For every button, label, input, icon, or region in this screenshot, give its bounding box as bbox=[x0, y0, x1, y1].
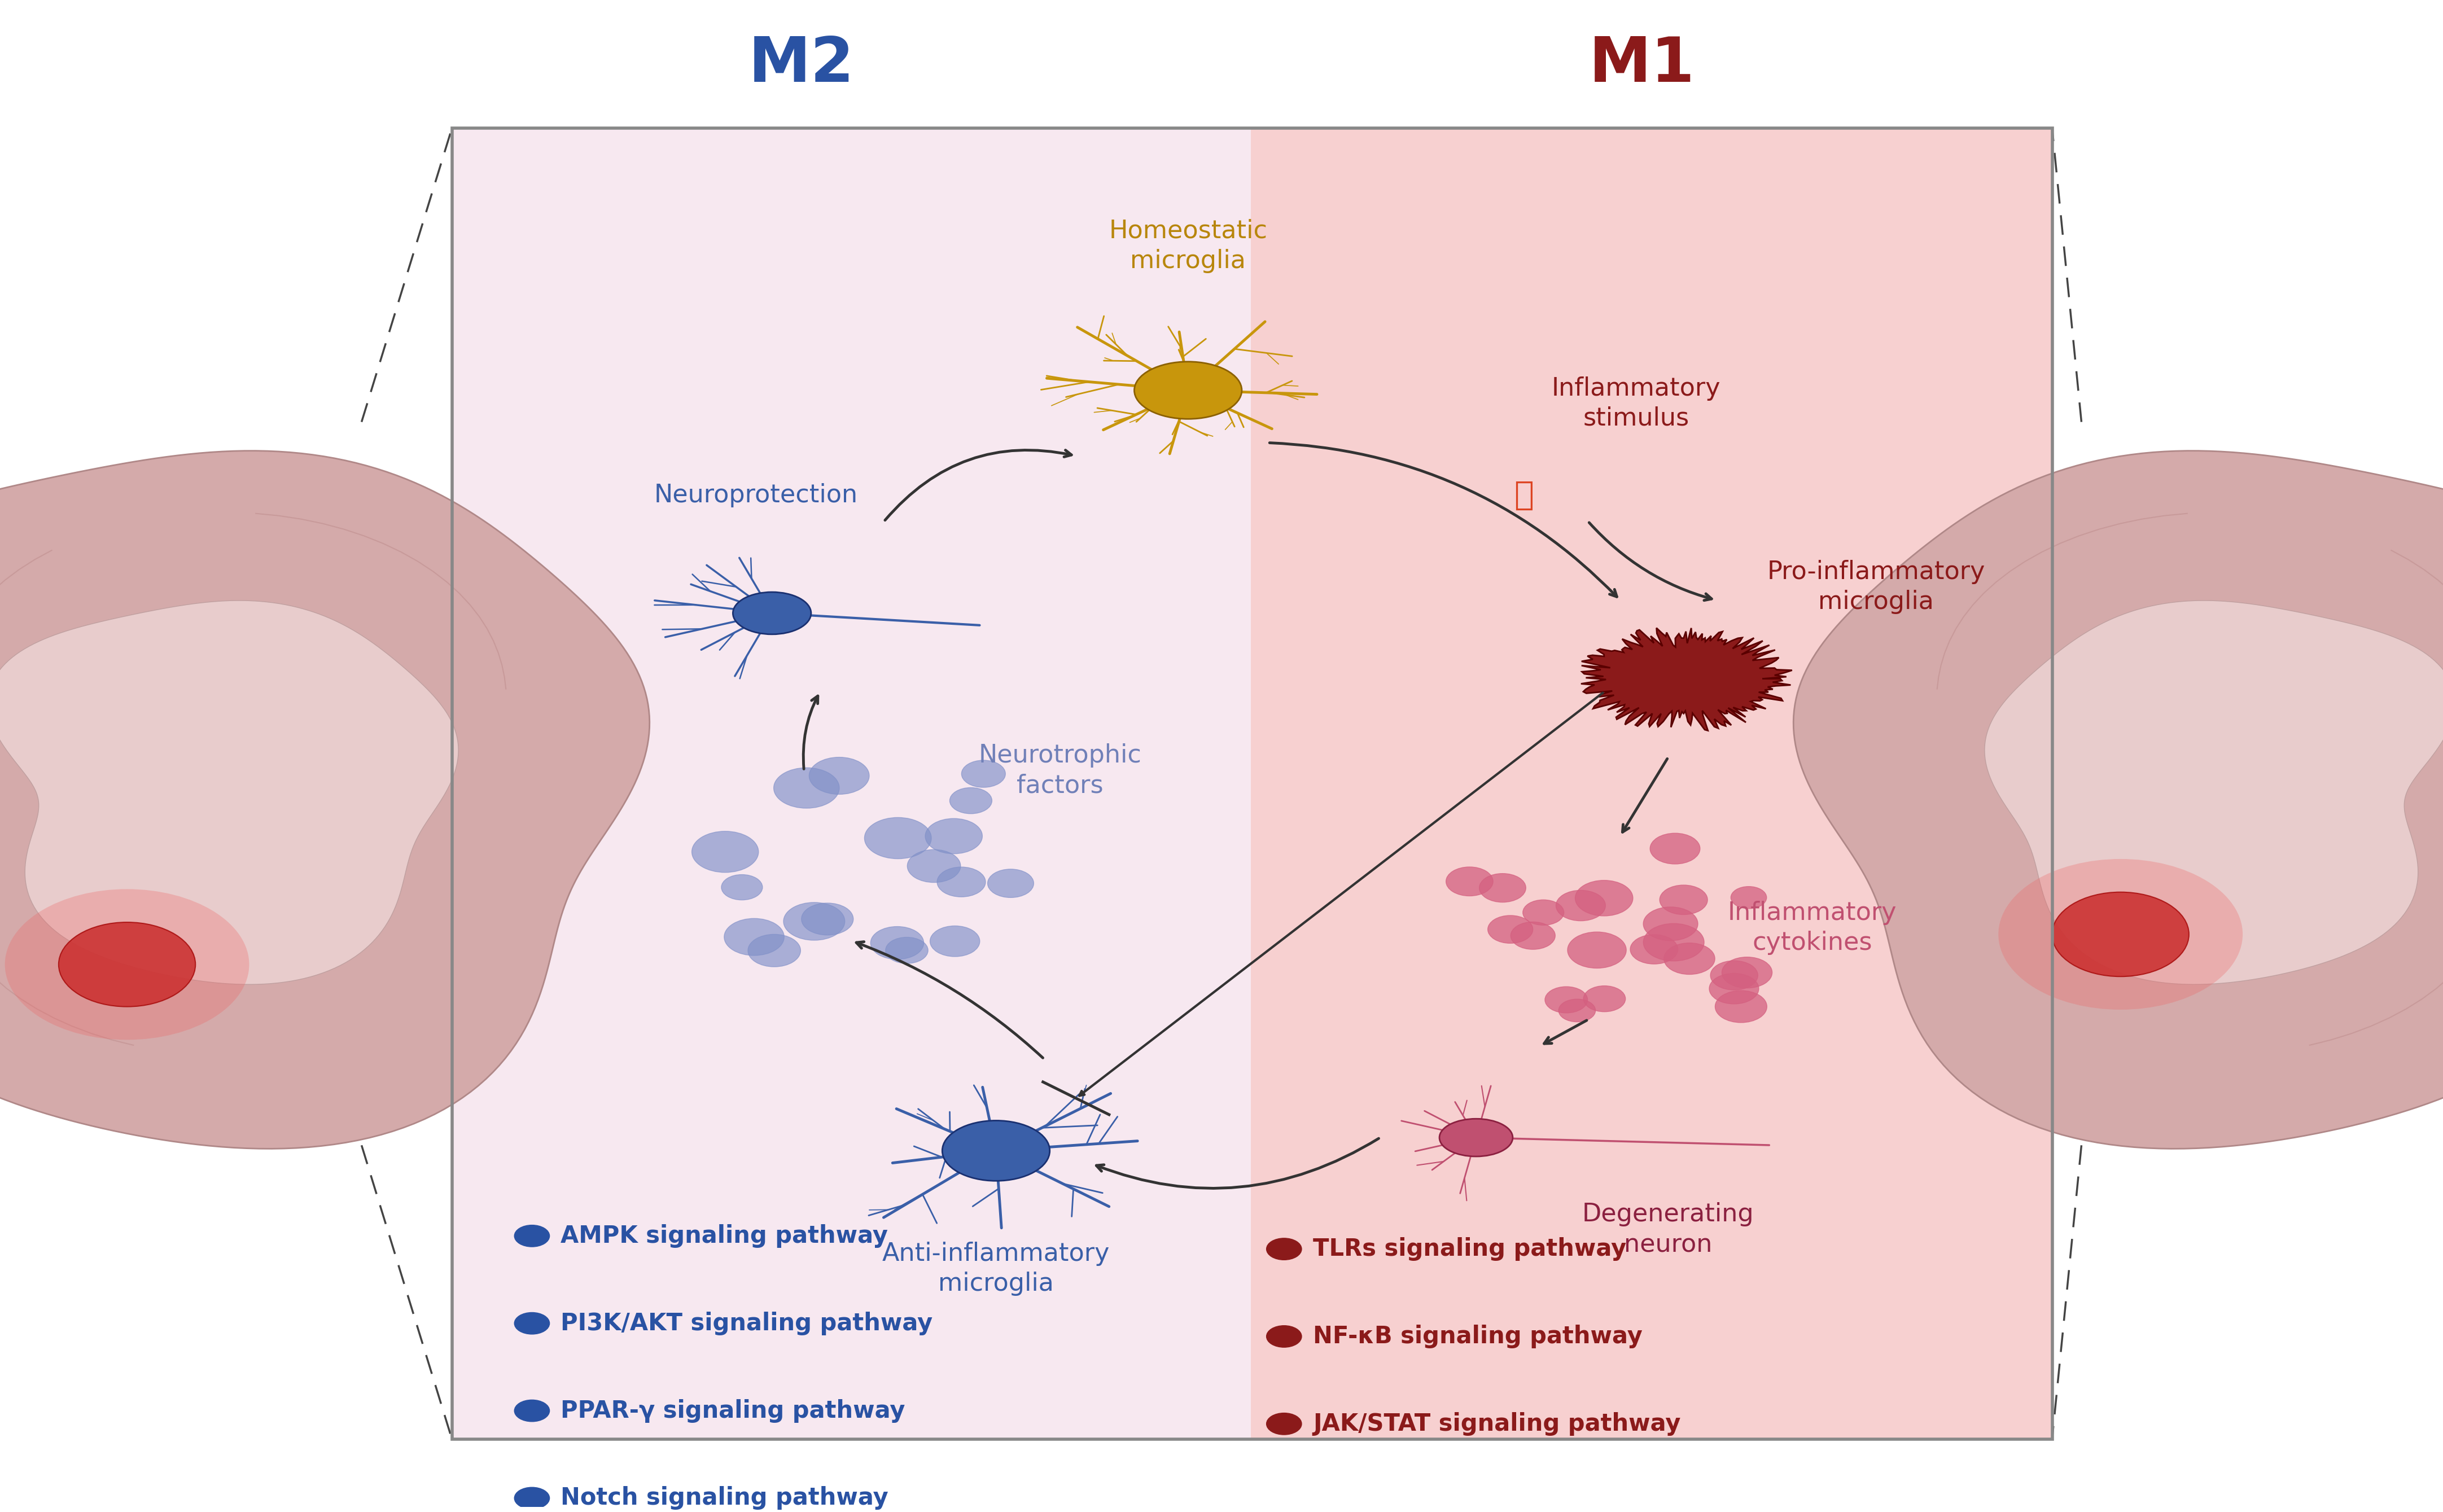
Circle shape bbox=[884, 937, 928, 963]
Circle shape bbox=[1583, 986, 1625, 1012]
Ellipse shape bbox=[59, 922, 195, 1007]
Circle shape bbox=[950, 788, 992, 813]
Circle shape bbox=[987, 869, 1033, 898]
Circle shape bbox=[931, 925, 980, 957]
Text: AMPK signaling pathway: AMPK signaling pathway bbox=[562, 1225, 889, 1247]
Circle shape bbox=[1649, 833, 1700, 863]
Bar bbox=[452, 129, 1251, 1439]
Polygon shape bbox=[1793, 451, 2443, 1149]
Circle shape bbox=[1265, 1326, 1302, 1347]
Text: M1: M1 bbox=[1588, 35, 1695, 95]
Circle shape bbox=[1510, 922, 1556, 950]
Text: Homeostatic
microglia: Homeostatic microglia bbox=[1109, 219, 1268, 274]
Circle shape bbox=[515, 1225, 550, 1247]
Text: M2: M2 bbox=[748, 35, 855, 95]
Circle shape bbox=[1522, 900, 1564, 925]
Bar bbox=[452, 129, 2052, 1439]
Circle shape bbox=[1730, 886, 1766, 909]
Text: TLRs signaling pathway: TLRs signaling pathway bbox=[1312, 1237, 1627, 1261]
Text: Inflammatory
cytokines: Inflammatory cytokines bbox=[1727, 901, 1896, 956]
Text: Notch signaling pathway: Notch signaling pathway bbox=[562, 1486, 889, 1510]
Circle shape bbox=[1710, 960, 1759, 990]
Circle shape bbox=[1664, 943, 1715, 974]
Text: Inflammatory
stimulus: Inflammatory stimulus bbox=[1551, 376, 1720, 431]
Circle shape bbox=[774, 768, 840, 809]
Circle shape bbox=[515, 1488, 550, 1509]
Circle shape bbox=[1446, 866, 1493, 897]
Text: Pro-inflammatory
microglia: Pro-inflammatory microglia bbox=[1766, 559, 1986, 614]
Text: Degenerating
neuron: Degenerating neuron bbox=[1583, 1202, 1754, 1256]
Circle shape bbox=[1544, 987, 1588, 1013]
Ellipse shape bbox=[1134, 361, 1241, 419]
Circle shape bbox=[809, 758, 870, 794]
Circle shape bbox=[1265, 1238, 1302, 1259]
Circle shape bbox=[748, 934, 801, 966]
Circle shape bbox=[1659, 885, 1708, 915]
Circle shape bbox=[870, 927, 923, 959]
Circle shape bbox=[1629, 934, 1678, 965]
Ellipse shape bbox=[1439, 1119, 1512, 1157]
Text: Neurotrophic
factors: Neurotrophic factors bbox=[980, 744, 1141, 798]
Circle shape bbox=[1715, 990, 1766, 1022]
Circle shape bbox=[1556, 891, 1605, 921]
Circle shape bbox=[926, 818, 982, 854]
Circle shape bbox=[723, 918, 784, 956]
Circle shape bbox=[906, 850, 960, 883]
Circle shape bbox=[784, 903, 845, 940]
Circle shape bbox=[1480, 874, 1527, 903]
Circle shape bbox=[1559, 999, 1595, 1022]
Circle shape bbox=[1576, 880, 1632, 916]
Bar bbox=[1251, 129, 2052, 1439]
Circle shape bbox=[691, 832, 757, 872]
Circle shape bbox=[938, 866, 985, 897]
Circle shape bbox=[515, 1312, 550, 1334]
Circle shape bbox=[721, 874, 762, 900]
Ellipse shape bbox=[733, 593, 811, 634]
Circle shape bbox=[515, 1400, 550, 1421]
Text: PI3K/AKT signaling pathway: PI3K/AKT signaling pathway bbox=[562, 1311, 933, 1335]
Text: PPAR-γ signaling pathway: PPAR-γ signaling pathway bbox=[562, 1399, 906, 1423]
Circle shape bbox=[1644, 924, 1705, 962]
Polygon shape bbox=[0, 451, 650, 1149]
Circle shape bbox=[1265, 1414, 1302, 1435]
Polygon shape bbox=[0, 600, 459, 984]
Ellipse shape bbox=[1998, 859, 2243, 1010]
Text: Anti-inflammatory
microglia: Anti-inflammatory microglia bbox=[882, 1241, 1109, 1296]
Circle shape bbox=[963, 761, 1007, 788]
Ellipse shape bbox=[5, 889, 249, 1040]
Circle shape bbox=[801, 903, 853, 934]
Text: JAK/STAT signaling pathway: JAK/STAT signaling pathway bbox=[1312, 1412, 1681, 1436]
Circle shape bbox=[865, 818, 931, 859]
Circle shape bbox=[1488, 915, 1532, 943]
Polygon shape bbox=[1984, 600, 2443, 984]
Circle shape bbox=[1710, 974, 1759, 1004]
Circle shape bbox=[1644, 907, 1698, 940]
Polygon shape bbox=[1581, 627, 1793, 730]
Ellipse shape bbox=[943, 1120, 1050, 1181]
Text: 🗲: 🗲 bbox=[1515, 479, 1534, 511]
Circle shape bbox=[1568, 931, 1627, 968]
Circle shape bbox=[1722, 957, 1771, 987]
Ellipse shape bbox=[2052, 892, 2189, 977]
Text: NF-κB signaling pathway: NF-κB signaling pathway bbox=[1312, 1325, 1642, 1349]
Text: Neuroprotection: Neuroprotection bbox=[655, 482, 857, 508]
